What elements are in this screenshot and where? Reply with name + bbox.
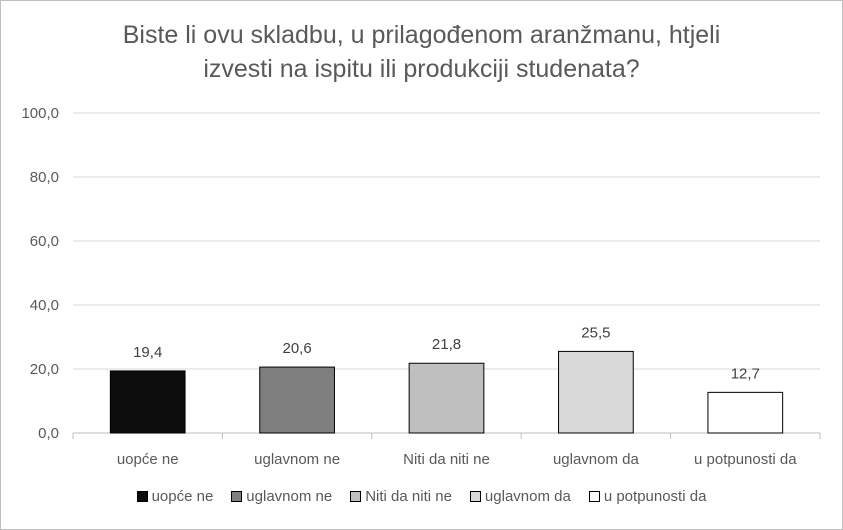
bar-5 bbox=[707, 391, 784, 434]
legend-label: u potpunosti da bbox=[603, 488, 707, 505]
bar-3 bbox=[408, 362, 485, 434]
legend-swatch bbox=[469, 491, 481, 502]
legend-swatch bbox=[350, 491, 362, 502]
y-tick-label: 40,0 bbox=[30, 297, 59, 314]
bar-1 bbox=[109, 370, 186, 434]
chart-title: Biste li ovu skladbu, u prilagođenom ara… bbox=[0, 18, 843, 86]
data-label: 21,8 bbox=[432, 336, 461, 353]
y-tick-label: 80,0 bbox=[30, 169, 59, 186]
x-category-label: Niti da niti ne bbox=[403, 451, 490, 468]
y-tick-label: 60,0 bbox=[30, 233, 59, 250]
legend-label: uopće ne bbox=[151, 488, 214, 505]
legend-swatch bbox=[588, 491, 600, 502]
y-tick-label: 0,0 bbox=[38, 425, 59, 442]
x-category-label: u potpunosti da bbox=[694, 451, 797, 468]
data-label: 19,4 bbox=[133, 344, 162, 361]
data-label: 20,6 bbox=[282, 340, 311, 357]
legend-label: Niti da niti ne bbox=[365, 488, 452, 505]
data-label: 25,5 bbox=[581, 324, 610, 341]
x-category-label: uopće ne bbox=[117, 451, 179, 468]
chart-title-line-2: izvesti na ispitu ili produkciji studena… bbox=[203, 55, 640, 83]
bar-2 bbox=[259, 366, 335, 434]
bar-4 bbox=[558, 350, 634, 434]
data-label: 12,7 bbox=[731, 365, 760, 382]
x-category-label: uglavnom ne bbox=[254, 451, 340, 468]
legend-label: uglavnom da bbox=[484, 488, 571, 505]
chart-legend: uopće ne uglavnom ne Niti da niti ne uglavn… bbox=[0, 488, 843, 505]
legend-item: Niti da niti ne bbox=[350, 488, 452, 505]
legend-swatch bbox=[136, 491, 148, 502]
legend-label: uglavnom ne bbox=[246, 488, 333, 505]
chart-title-line-1: Biste li ovu skladbu, u prilagođenom ara… bbox=[122, 21, 721, 49]
legend-item: u potpunosti da bbox=[588, 488, 707, 505]
legend-item: uopće ne bbox=[136, 488, 214, 505]
y-tick-label: 100,0 bbox=[21, 105, 59, 122]
x-category-label: uglavnom da bbox=[553, 451, 640, 468]
legend-swatch bbox=[231, 491, 243, 502]
y-tick-label: 20,0 bbox=[30, 361, 59, 378]
legend-item: uglavnom ne bbox=[231, 488, 332, 505]
legend-item: uglavnom da bbox=[469, 488, 571, 505]
